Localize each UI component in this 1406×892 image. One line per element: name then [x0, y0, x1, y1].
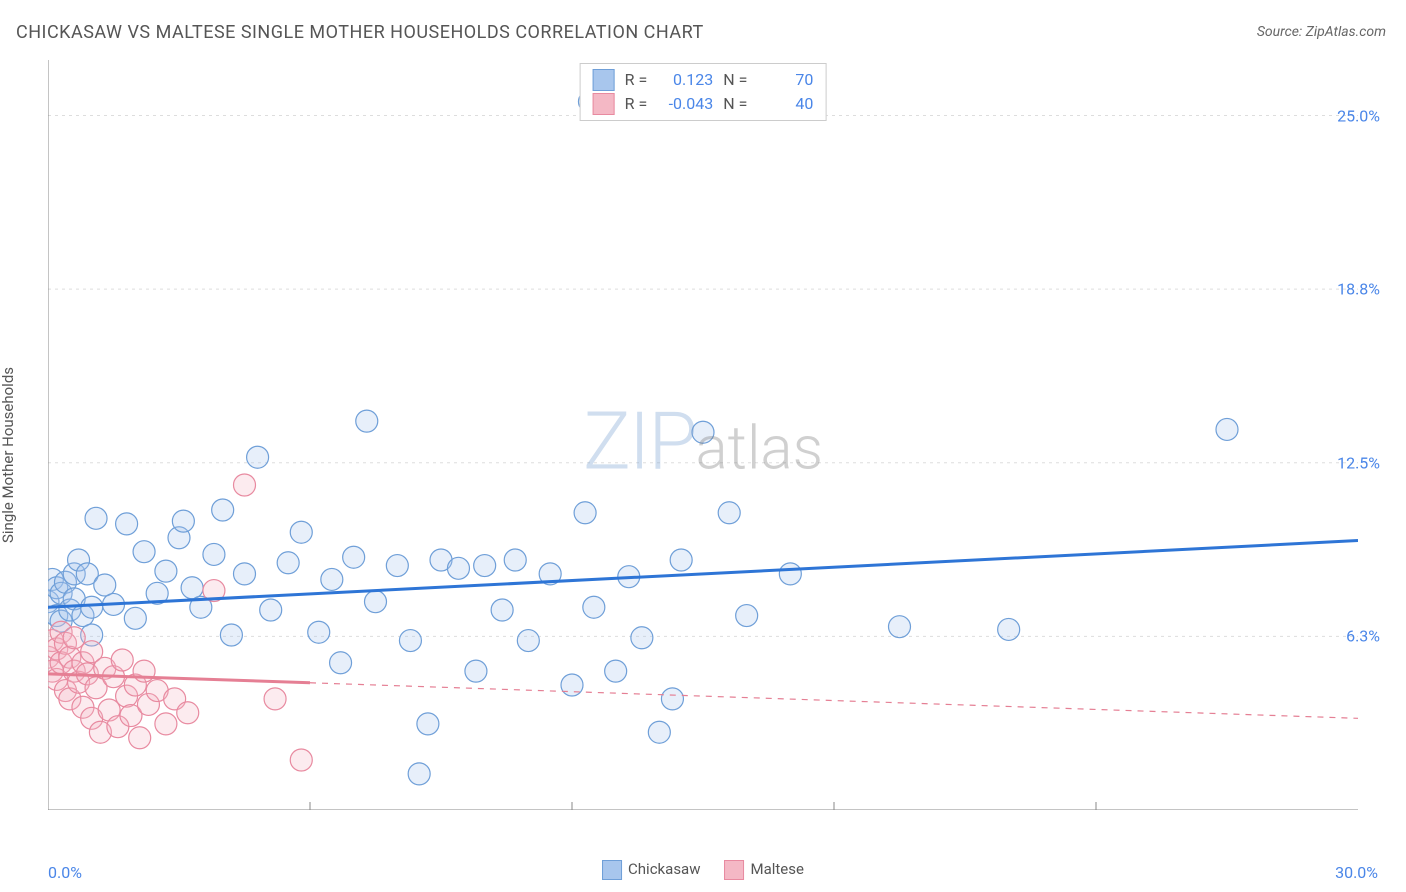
r-label: R = — [625, 92, 648, 116]
stats-row-chickasaw: R = 0.123 N = 70 — [593, 68, 814, 92]
source-label: Source: ZipAtlas.com — [1257, 24, 1386, 40]
legend-swatch-maltese — [725, 860, 745, 880]
swatch-maltese — [593, 93, 615, 115]
chart-title: CHICKASAW VS MALTESE SINGLE MOTHER HOUSE… — [16, 22, 704, 43]
chart-svg — [48, 60, 1358, 810]
legend-item-maltese: Maltese — [725, 860, 804, 880]
legend-label-chickasaw: Chickasaw — [628, 860, 700, 878]
legend-label-maltese: Maltese — [751, 860, 804, 878]
chart-plot-area — [48, 60, 1358, 830]
x-axis-max-label: 30.0% — [1335, 863, 1378, 882]
y-tick-label: 6.3% — [1346, 627, 1380, 646]
n-value-chickasaw: 70 — [757, 68, 813, 92]
legend-swatch-chickasaw — [602, 860, 622, 880]
stats-row-maltese: R = -0.043 N = 40 — [593, 92, 814, 116]
n-label: N = — [723, 68, 747, 92]
r-label: R = — [625, 68, 648, 92]
r-value-chickasaw: 0.123 — [657, 68, 713, 92]
n-value-maltese: 40 — [757, 92, 813, 116]
y-axis-label: Single Mother Households — [0, 367, 17, 543]
y-tick-label: 12.5% — [1337, 453, 1380, 472]
n-label: N = — [723, 92, 747, 116]
stats-legend: R = 0.123 N = 70 R = -0.043 N = 40 — [580, 63, 827, 121]
x-axis-min-label: 0.0% — [48, 863, 82, 882]
swatch-chickasaw — [593, 69, 615, 91]
r-value-maltese: -0.043 — [657, 92, 713, 116]
legend-bottom: Chickasaw Maltese — [602, 860, 804, 880]
legend-item-chickasaw: Chickasaw — [602, 860, 700, 880]
y-tick-label: 25.0% — [1337, 106, 1380, 125]
y-tick-label: 18.8% — [1337, 280, 1380, 299]
